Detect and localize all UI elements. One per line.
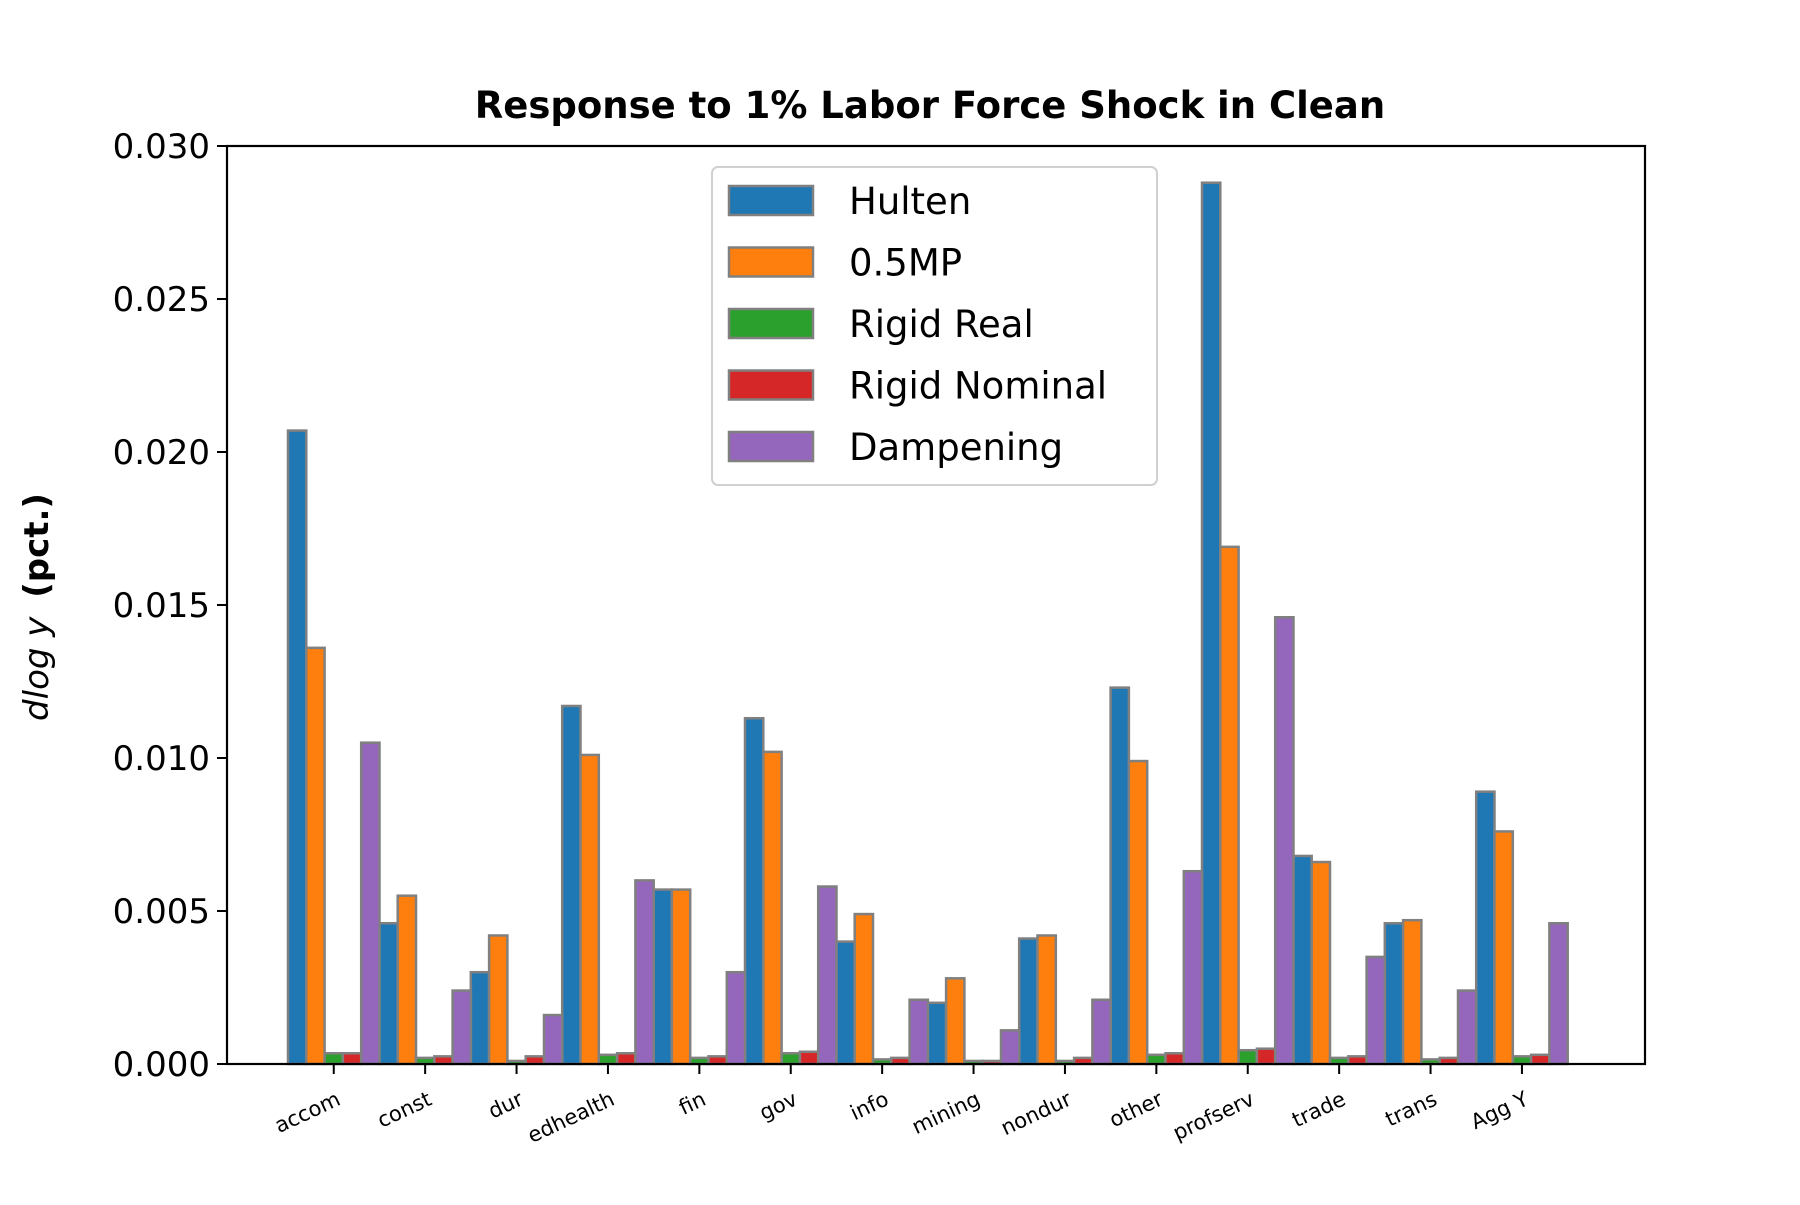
legend-swatch (727, 184, 815, 217)
y-axis-label-math: dlog y (17, 616, 57, 721)
bar-rigid-real-edhealth (597, 1053, 619, 1066)
bar-0-5mp-fin (670, 888, 692, 1066)
bar-hulten-trans (1383, 921, 1405, 1066)
bar-hulten-trade (1292, 854, 1313, 1066)
bar-rigid-nominal-edhealth (615, 1052, 637, 1066)
bar-rigid-nominal-fin (707, 1055, 729, 1066)
x-tick-label: other (1106, 1087, 1167, 1133)
x-tick-label: gov (756, 1087, 801, 1125)
bar-dampening-fin (725, 970, 747, 1066)
y-tick-label: 0.005 (113, 892, 210, 932)
legend-swatch (727, 369, 815, 401)
bar-rigid-real-profserv (1237, 1048, 1259, 1066)
bar-hulten-agg-y (1474, 790, 1496, 1066)
bar-hulten-profserv (1200, 181, 1222, 1066)
legend-swatch (727, 246, 815, 278)
bar-rigid-real-gov (780, 1052, 802, 1066)
bar-dampening-edhealth (634, 879, 655, 1066)
legend-swatch (727, 430, 815, 463)
bar-dampening-gov (816, 885, 838, 1066)
bar-hulten-fin (652, 888, 674, 1066)
x-tick-label: const (374, 1087, 436, 1133)
bar-dampening-info (908, 998, 930, 1066)
bar-0-5mp-other (1127, 759, 1149, 1066)
bar-hulten-const (378, 921, 399, 1066)
y-tick-label: 0.020 (113, 433, 210, 473)
x-tick-label: trans (1382, 1087, 1441, 1132)
bar-0-5mp-const (396, 894, 418, 1066)
bar-dampening-agg-y (1548, 921, 1569, 1066)
bar-dampening-mining (999, 1029, 1021, 1066)
y-tick-label: 0.000 (113, 1045, 210, 1085)
bar-0-5mp-accom (305, 646, 326, 1066)
bar-dampening-trade (1365, 955, 1387, 1066)
x-tick-label: profserv (1169, 1087, 1258, 1145)
legend-label: Hulten (849, 180, 971, 223)
bar-0-5mp-mining (944, 977, 966, 1066)
x-tick-label: accom (271, 1087, 344, 1138)
bar-0-5mp-dur (487, 934, 509, 1066)
bar-hulten-mining (926, 1001, 948, 1066)
x-tick-label: Agg Y (1467, 1087, 1532, 1134)
chart-title: Response to 1% Labor Force Shock in Clea… (475, 84, 1385, 127)
bar-dampening-nondur (1091, 998, 1112, 1066)
legend-box (711, 166, 1158, 486)
legend-label: Dampening (849, 426, 1063, 469)
y-axis-label: dlog y (pct.) (17, 493, 57, 721)
bar-hulten-info (835, 940, 856, 1066)
bar-rigid-nominal-profserv (1255, 1047, 1277, 1066)
bar-0-5mp-trade (1310, 860, 1332, 1066)
bar-0-5mp-info (853, 912, 875, 1066)
legend-swatch (727, 307, 815, 340)
bar-dampening-trans (1456, 989, 1478, 1066)
legend-label: Rigid Nominal (849, 365, 1107, 408)
y-tick-label: 0.025 (113, 280, 210, 320)
bar-dampening-accom (359, 741, 381, 1066)
x-tick-label: info (846, 1087, 892, 1125)
bar-hulten-edhealth (560, 704, 582, 1066)
x-tick-label: dur (485, 1087, 527, 1124)
bar-0-5mp-trans (1401, 918, 1423, 1066)
bar-rigid-nominal-accom (341, 1052, 363, 1066)
bar-hulten-other (1109, 686, 1131, 1066)
bar-0-5mp-nondur (1036, 934, 1058, 1066)
svg-text:dlog y (pct.): dlog y (pct.) (17, 493, 57, 721)
bar-dampening-const (451, 989, 473, 1066)
bar-rigid-nominal-other (1164, 1052, 1186, 1066)
bar-rigid-nominal-trade (1347, 1055, 1368, 1066)
x-tick-label: mining (908, 1087, 983, 1139)
bar-rigid-nominal-dur (524, 1055, 546, 1066)
bar-0-5mp-edhealth (579, 753, 601, 1066)
legend: Hulten 0.5MP Rigid Real Rigid Nominal Dampen… (711, 166, 1158, 486)
bar-rigid-nominal-gov (798, 1050, 820, 1066)
bar-rigid-real-other (1145, 1053, 1167, 1066)
bar-dampening-other (1182, 869, 1204, 1066)
bar-rigid-nominal-agg-y (1529, 1053, 1551, 1066)
legend-label: 0.5MP (849, 242, 962, 285)
bar-rigid-real-accom (323, 1052, 345, 1066)
bar-hulten-nondur (1017, 937, 1039, 1066)
bar-rigid-nominal-const (433, 1055, 454, 1066)
y-tick-label: 0.030 (113, 127, 210, 167)
x-tick-label: fin (675, 1087, 709, 1120)
x-tick-label: edhealth (524, 1087, 618, 1148)
bar-dampening-profserv (1273, 615, 1295, 1066)
x-tick-label: trade (1288, 1087, 1349, 1132)
y-tick-label: 0.010 (113, 739, 210, 779)
bar-dampening-dur (542, 1013, 564, 1066)
bars-layer (286, 181, 1569, 1066)
x-tick-label: nondur (997, 1087, 1075, 1140)
bar-0-5mp-profserv (1219, 545, 1240, 1066)
bar-hulten-accom (286, 429, 308, 1066)
y-tick-label: 0.015 (113, 586, 210, 626)
bar-hulten-dur (469, 970, 491, 1066)
bar-0-5mp-agg-y (1493, 830, 1515, 1066)
bar-rigid-real-agg-y (1511, 1055, 1533, 1066)
bar-hulten-gov (743, 716, 765, 1066)
bar-0-5mp-gov (762, 750, 783, 1066)
legend-label: Rigid Real (849, 303, 1034, 346)
y-axis-label-unit: (pct.) (17, 493, 57, 598)
